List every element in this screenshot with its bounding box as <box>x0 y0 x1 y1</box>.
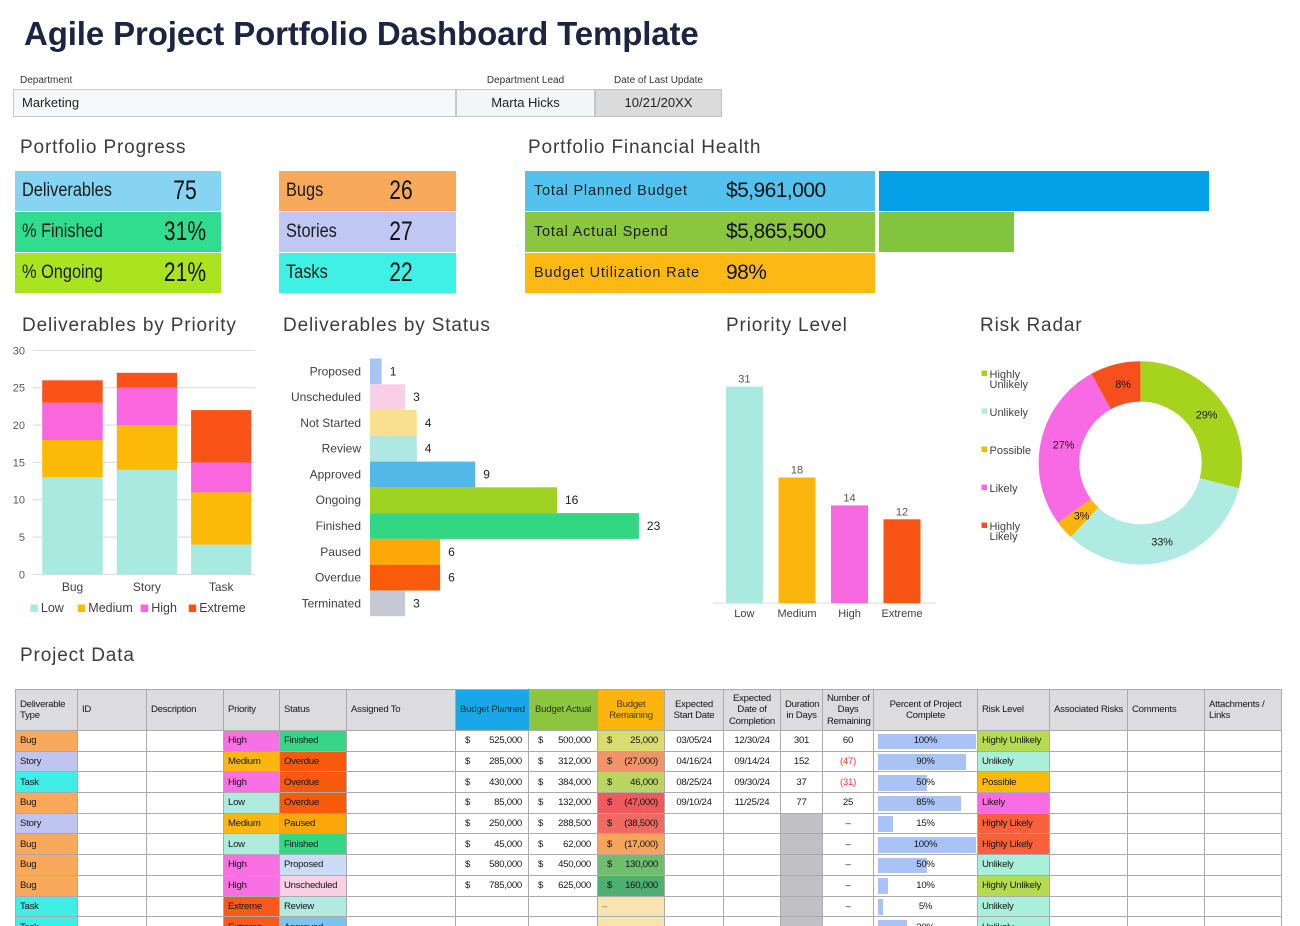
svg-text:9: 9 <box>483 468 490 482</box>
svg-text:23: 23 <box>647 519 661 533</box>
svg-text:3%: 3% <box>1074 511 1090 523</box>
svg-text:Possible: Possible <box>990 445 1032 457</box>
svg-text:31: 31 <box>738 374 750 386</box>
svg-text:Proposed: Proposed <box>310 364 361 378</box>
svg-text:Terminated: Terminated <box>302 596 361 610</box>
svg-text:Extreme: Extreme <box>882 608 923 620</box>
svg-text:Paused: Paused <box>320 545 361 559</box>
svg-text:Story: Story <box>133 580 161 594</box>
svg-text:Review: Review <box>322 442 362 456</box>
svg-text:Task: Task <box>209 580 235 594</box>
svg-text:3: 3 <box>413 596 420 610</box>
svg-text:High: High <box>838 608 861 620</box>
svg-text:High: High <box>151 601 177 615</box>
svg-text:Unlikely: Unlikely <box>990 407 1029 419</box>
svg-text:4: 4 <box>425 416 432 430</box>
svg-text:Highly: Highly <box>990 369 1021 381</box>
svg-text:6: 6 <box>448 571 455 585</box>
svg-text:Overdue: Overdue <box>315 571 361 585</box>
svg-text:8%: 8% <box>1115 379 1131 391</box>
svg-text:Low: Low <box>734 608 754 620</box>
svg-text:6: 6 <box>448 545 455 559</box>
svg-text:30: 30 <box>13 345 25 357</box>
svg-text:0: 0 <box>19 569 25 581</box>
svg-text:18: 18 <box>791 465 803 477</box>
svg-text:12: 12 <box>896 506 908 518</box>
svg-text:Unlikely: Unlikely <box>990 379 1029 391</box>
svg-text:Highly: Highly <box>990 521 1021 533</box>
svg-text:Medium: Medium <box>88 601 132 615</box>
svg-text:3: 3 <box>413 390 420 404</box>
svg-text:29%: 29% <box>1196 410 1218 422</box>
svg-text:25: 25 <box>13 383 25 395</box>
svg-text:10: 10 <box>13 495 25 507</box>
svg-text:Ongoing: Ongoing <box>316 493 361 507</box>
svg-text:1: 1 <box>390 364 397 378</box>
svg-text:33%: 33% <box>1151 537 1173 549</box>
svg-text:Low: Low <box>41 601 65 615</box>
svg-text:20: 20 <box>13 420 25 432</box>
svg-text:Unscheduled: Unscheduled <box>291 390 361 404</box>
svg-text:5: 5 <box>19 532 25 544</box>
svg-text:15: 15 <box>13 457 25 469</box>
svg-text:27%: 27% <box>1053 440 1075 452</box>
svg-text:14: 14 <box>843 492 855 504</box>
svg-text:Extreme: Extreme <box>199 601 246 615</box>
svg-text:Likely: Likely <box>990 531 1019 543</box>
svg-text:Approved: Approved <box>310 468 361 482</box>
svg-text:Finished: Finished <box>316 519 361 533</box>
svg-text:Not Started: Not Started <box>300 416 361 430</box>
svg-text:Medium: Medium <box>777 608 816 620</box>
svg-text:4: 4 <box>425 442 432 456</box>
svg-text:Likely: Likely <box>990 483 1019 495</box>
svg-text:16: 16 <box>565 493 579 507</box>
svg-text:Bug: Bug <box>62 580 83 594</box>
